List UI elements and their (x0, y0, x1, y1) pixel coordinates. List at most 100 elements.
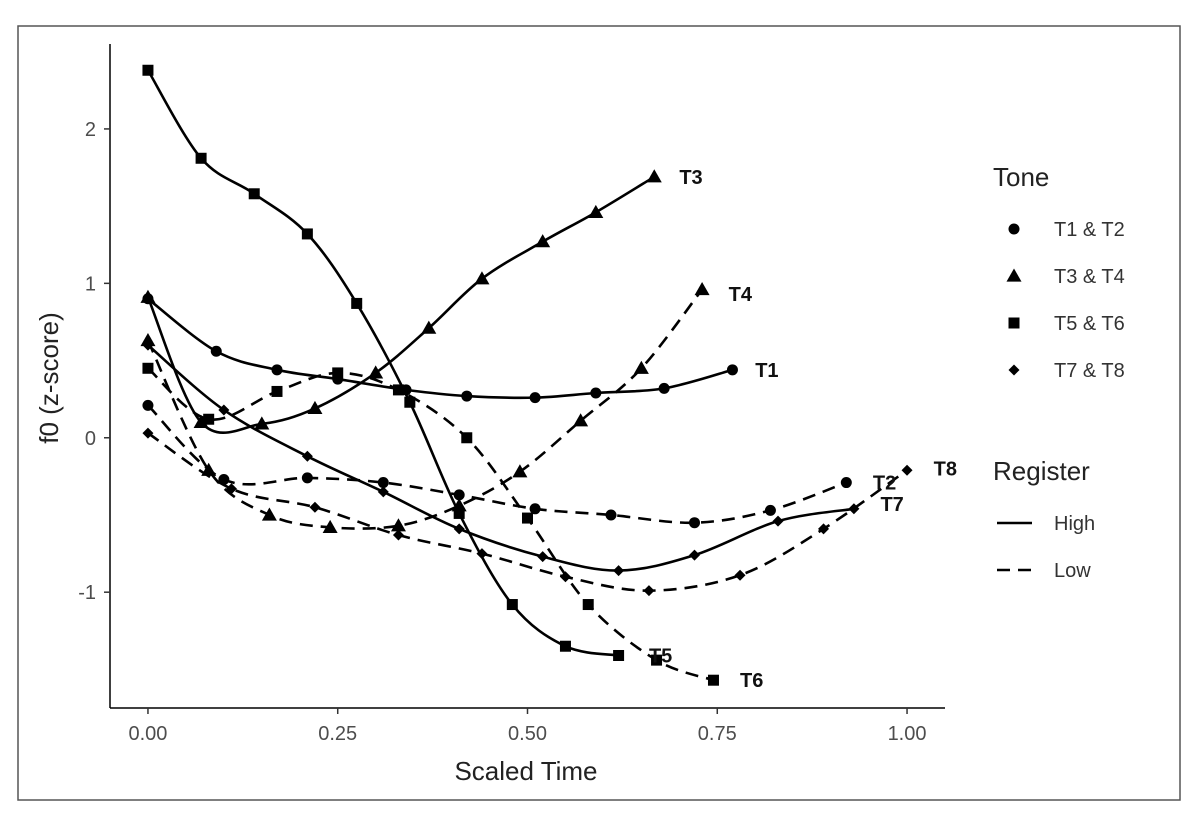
series-label-t5: T5 (649, 645, 672, 667)
data-point-t4 (512, 464, 528, 478)
data-point-t6 (203, 413, 215, 425)
data-point-t1 (271, 364, 283, 376)
data-point-t8 (901, 464, 913, 476)
data-point-t8 (476, 548, 488, 560)
data-point-t7 (301, 450, 313, 462)
data-point-t5 (404, 396, 416, 408)
data-point-t2 (453, 489, 465, 501)
data-point-t1 (461, 390, 473, 402)
data-point-t2 (689, 517, 700, 529)
y-tick-label: -1 (78, 582, 96, 604)
legend-key-diamond (1008, 364, 1020, 376)
data-point-t1 (658, 382, 670, 394)
data-point-t6 (271, 385, 283, 397)
x-axis-title: Scaled Time (454, 756, 597, 786)
x-tick-label: 0.75 (698, 723, 737, 745)
data-point-t3 (535, 234, 551, 248)
data-point-t6 (522, 512, 533, 524)
data-point-t3 (588, 204, 604, 218)
legend-title-register: Register (993, 456, 1090, 486)
y-tick-label: 1 (85, 273, 96, 295)
plot-area: 0.00 0.25 0.50 0.75 1.00 -1 0 1 2 T1 T2 T3 T4 T5 T6 T7 T… (78, 44, 957, 745)
legend-title-tone: Tone (993, 162, 1049, 192)
data-point-t3 (140, 289, 156, 303)
data-point-t6 (582, 599, 594, 611)
data-point-t5 (142, 64, 154, 76)
data-point-t4 (390, 518, 406, 532)
series-label-t3: T3 (679, 167, 702, 189)
data-point-t3 (421, 320, 437, 334)
data-point-t7 (453, 523, 465, 535)
data-point-t3 (307, 400, 323, 415)
data-point-t2 (377, 477, 389, 489)
x-tick-label: 0.00 (128, 723, 167, 745)
series-line-t6 (147, 367, 714, 682)
legend-label-register: Low (1054, 560, 1091, 582)
data-point-t8 (818, 523, 830, 535)
x-tick-label: 0.25 (318, 723, 357, 745)
data-point-t4 (261, 507, 277, 521)
data-point-t5 (248, 188, 260, 200)
data-point-t4 (140, 332, 156, 347)
data-point-t4 (573, 413, 589, 427)
data-point-t4 (633, 360, 649, 374)
data-point-t6 (392, 384, 404, 396)
data-point-t6 (651, 654, 663, 666)
data-point-t2 (529, 503, 541, 515)
data-point-t2 (301, 472, 313, 484)
data-point-t5 (195, 152, 207, 164)
series-label-t8: T8 (934, 459, 957, 481)
data-point-t1 (529, 392, 541, 404)
data-point-t8 (734, 569, 746, 581)
data-point-t6 (142, 362, 154, 374)
data-point-t5 (301, 228, 313, 240)
data-point-t7 (613, 565, 625, 577)
series-line-t5 (146, 69, 619, 657)
data-point-t5 (453, 507, 465, 519)
legend-key-square (1008, 317, 1020, 329)
x-tick-label: 0.50 (508, 723, 547, 745)
data-point-t8 (142, 427, 154, 439)
y-axis-title: f0 (z-score) (34, 312, 64, 443)
series-label-t4: T4 (729, 284, 753, 306)
data-point-t5 (613, 649, 625, 661)
data-point-t8 (559, 571, 571, 583)
y-tick-label: 0 (85, 428, 96, 450)
data-point-t5 (506, 599, 518, 611)
series-line-t3 (146, 175, 655, 434)
x-tick-label: 1.00 (888, 723, 927, 745)
series-line-t4 (146, 288, 704, 530)
data-point-t8 (225, 483, 237, 495)
data-point-t6 (332, 367, 344, 379)
data-point-t3 (254, 416, 270, 430)
legend-key-circle (1008, 223, 1020, 235)
data-point-t1 (590, 387, 602, 399)
data-point-t2 (764, 504, 776, 516)
legend-label-tone: T1 & T2 (1054, 219, 1125, 241)
series-line-t7 (147, 344, 855, 572)
data-point-t7 (377, 486, 389, 498)
series-line-t8 (147, 432, 908, 592)
legend: Tone Register T1 & T2 T3 & T4 T5 & T6 T7 & … (993, 162, 1125, 582)
data-point-t5 (351, 297, 363, 309)
legend-label-tone: T7 & T8 (1054, 360, 1125, 382)
data-point-t8 (643, 585, 655, 597)
legend-label-tone: T5 & T6 (1054, 313, 1125, 335)
legend-label-tone: T3 & T4 (1054, 266, 1125, 288)
data-point-t7 (142, 339, 154, 351)
series-label-t7: T7 (880, 494, 903, 516)
data-point-t5 (559, 640, 571, 652)
data-point-t7 (689, 549, 700, 561)
legend-label-register: High (1054, 513, 1095, 535)
data-point-t4 (322, 519, 338, 533)
data-point-t3 (368, 365, 384, 379)
data-point-t6 (461, 432, 473, 444)
data-point-t7 (772, 515, 784, 527)
series-label-t2: T2 (873, 473, 896, 495)
data-point-t1 (726, 364, 738, 376)
chart-frame (17, 25, 1181, 801)
data-point-t7 (537, 551, 549, 563)
data-point-t2 (840, 477, 852, 489)
series-label-t1: T1 (755, 360, 778, 382)
data-point-t7 (218, 404, 230, 416)
